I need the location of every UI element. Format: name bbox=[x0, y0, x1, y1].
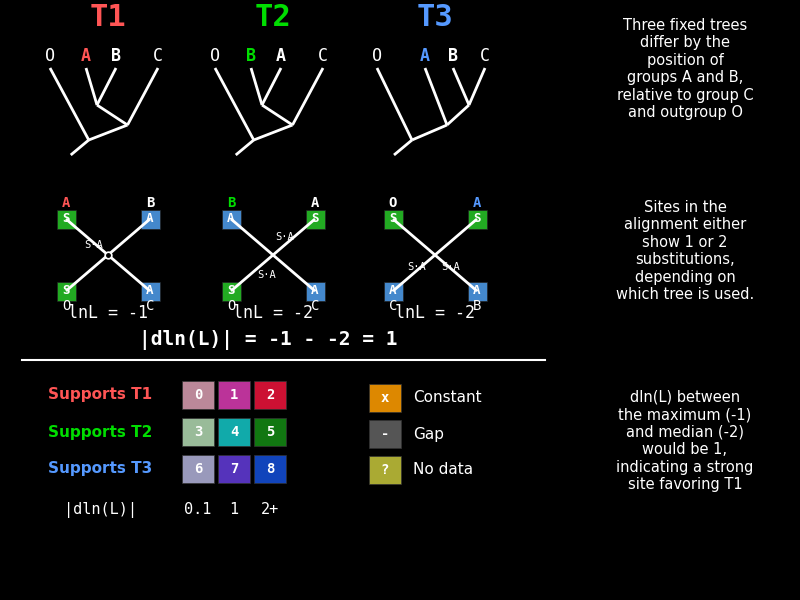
FancyBboxPatch shape bbox=[467, 209, 486, 229]
Text: S·A: S·A bbox=[408, 262, 426, 272]
Text: S·A: S·A bbox=[85, 240, 103, 250]
Text: No data: No data bbox=[413, 463, 473, 478]
Text: Three fixed trees
differ by the
position of
groups A and B,
relative to group C
: Three fixed trees differ by the position… bbox=[617, 18, 754, 120]
Text: A: A bbox=[473, 196, 481, 210]
FancyBboxPatch shape bbox=[369, 456, 401, 484]
Text: T1: T1 bbox=[90, 4, 126, 32]
Text: O: O bbox=[210, 47, 220, 65]
FancyBboxPatch shape bbox=[369, 420, 401, 448]
Text: A: A bbox=[420, 47, 430, 65]
Text: C: C bbox=[311, 299, 319, 313]
FancyBboxPatch shape bbox=[383, 281, 402, 301]
FancyBboxPatch shape bbox=[182, 418, 214, 446]
Text: C: C bbox=[146, 299, 154, 313]
Text: Sites in the
alignment either
show 1 or 2
substitutions,
depending on
which tree: Sites in the alignment either show 1 or … bbox=[616, 200, 754, 302]
Text: A: A bbox=[81, 47, 91, 65]
Text: B: B bbox=[473, 299, 481, 313]
FancyBboxPatch shape bbox=[218, 381, 250, 409]
Text: 5: 5 bbox=[266, 425, 274, 439]
FancyBboxPatch shape bbox=[57, 209, 75, 229]
Text: ?: ? bbox=[381, 463, 389, 477]
Text: 7: 7 bbox=[230, 462, 238, 476]
Text: C: C bbox=[389, 299, 397, 313]
Text: S: S bbox=[62, 284, 70, 298]
FancyBboxPatch shape bbox=[57, 281, 75, 301]
Text: 0: 0 bbox=[194, 388, 202, 402]
FancyBboxPatch shape bbox=[218, 418, 250, 446]
Text: C: C bbox=[480, 47, 490, 65]
Text: dln(L) between
the maximum (-1)
and median (-2)
would be 1,
indicating a strong
: dln(L) between the maximum (-1) and medi… bbox=[616, 390, 754, 492]
FancyBboxPatch shape bbox=[141, 209, 159, 229]
Text: C: C bbox=[318, 47, 328, 65]
Text: lnL = -2: lnL = -2 bbox=[395, 304, 475, 322]
Text: B: B bbox=[111, 47, 121, 65]
Text: Supports T2: Supports T2 bbox=[48, 425, 152, 439]
Text: S: S bbox=[474, 212, 481, 226]
FancyBboxPatch shape bbox=[254, 381, 286, 409]
Text: A: A bbox=[146, 284, 154, 298]
Text: S: S bbox=[227, 284, 234, 298]
FancyBboxPatch shape bbox=[254, 418, 286, 446]
Text: S·A: S·A bbox=[442, 262, 460, 272]
Text: O: O bbox=[227, 299, 235, 313]
Text: B: B bbox=[146, 196, 154, 210]
Text: |dln(L)| = -1 - -2 = 1: |dln(L)| = -1 - -2 = 1 bbox=[138, 330, 398, 350]
Text: A: A bbox=[311, 284, 318, 298]
Text: Supports T1: Supports T1 bbox=[48, 388, 152, 403]
Text: Supports T3: Supports T3 bbox=[48, 461, 152, 476]
Text: S: S bbox=[390, 212, 397, 226]
Text: S: S bbox=[62, 212, 70, 226]
FancyBboxPatch shape bbox=[254, 455, 286, 483]
Text: x: x bbox=[381, 391, 389, 405]
Text: A: A bbox=[390, 284, 397, 298]
FancyBboxPatch shape bbox=[222, 281, 241, 301]
Text: T2: T2 bbox=[254, 4, 291, 32]
Text: C: C bbox=[153, 47, 163, 65]
FancyBboxPatch shape bbox=[383, 209, 402, 229]
Text: Gap: Gap bbox=[413, 427, 444, 442]
Text: 3: 3 bbox=[194, 425, 202, 439]
FancyBboxPatch shape bbox=[306, 281, 325, 301]
Text: T3: T3 bbox=[417, 4, 454, 32]
Text: 8: 8 bbox=[266, 462, 274, 476]
Text: O: O bbox=[389, 196, 397, 210]
Text: 2+: 2+ bbox=[261, 503, 279, 517]
Text: 2: 2 bbox=[266, 388, 274, 402]
Text: S: S bbox=[311, 212, 318, 226]
FancyBboxPatch shape bbox=[222, 209, 241, 229]
Text: O: O bbox=[372, 47, 382, 65]
Text: 6: 6 bbox=[194, 462, 202, 476]
Text: -: - bbox=[381, 427, 389, 441]
Text: lnL = -2: lnL = -2 bbox=[233, 304, 313, 322]
Text: S·A: S·A bbox=[258, 270, 276, 280]
Text: A: A bbox=[62, 196, 70, 210]
Text: O: O bbox=[45, 47, 55, 65]
FancyBboxPatch shape bbox=[182, 455, 214, 483]
Text: Constant: Constant bbox=[413, 391, 482, 406]
Text: A: A bbox=[227, 212, 234, 226]
Text: 1: 1 bbox=[230, 388, 238, 402]
Text: B: B bbox=[448, 47, 458, 65]
Text: O: O bbox=[62, 299, 70, 313]
Text: lnL = -1: lnL = -1 bbox=[68, 304, 148, 322]
Text: A: A bbox=[276, 47, 286, 65]
Text: 0.1: 0.1 bbox=[184, 503, 212, 517]
Text: A: A bbox=[146, 212, 154, 226]
FancyBboxPatch shape bbox=[218, 455, 250, 483]
Text: 1: 1 bbox=[230, 503, 238, 517]
FancyBboxPatch shape bbox=[369, 384, 401, 412]
FancyBboxPatch shape bbox=[182, 381, 214, 409]
Text: |dln(L)|: |dln(L)| bbox=[63, 502, 137, 518]
Text: S·A: S·A bbox=[276, 232, 294, 242]
FancyBboxPatch shape bbox=[306, 209, 325, 229]
FancyBboxPatch shape bbox=[141, 281, 159, 301]
Text: B: B bbox=[246, 47, 256, 65]
Text: A: A bbox=[311, 196, 319, 210]
Text: B: B bbox=[227, 196, 235, 210]
Text: A: A bbox=[474, 284, 481, 298]
FancyBboxPatch shape bbox=[467, 281, 486, 301]
Text: 4: 4 bbox=[230, 425, 238, 439]
